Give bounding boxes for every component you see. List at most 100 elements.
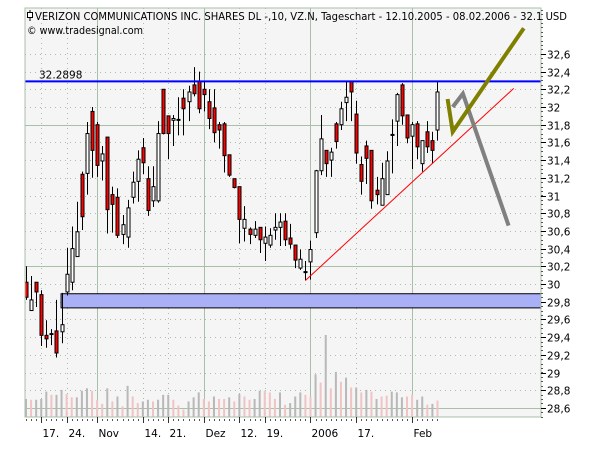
candle bbox=[54, 299, 59, 358]
y-tick-label: 31,6 bbox=[547, 138, 571, 150]
candle bbox=[405, 114, 410, 144]
volume-bar bbox=[70, 397, 73, 417]
volume-bar bbox=[101, 403, 104, 417]
candle-body bbox=[293, 244, 298, 261]
candle-body bbox=[273, 226, 278, 231]
volume-bar bbox=[131, 396, 134, 417]
y-tick-label: 32,6 bbox=[547, 50, 571, 62]
copyright-text: © www.tradesignal.com bbox=[27, 25, 143, 37]
candle-body bbox=[298, 258, 303, 269]
candle bbox=[85, 122, 90, 195]
candle-body bbox=[385, 160, 390, 196]
volume-bars bbox=[25, 335, 439, 417]
candle-body bbox=[141, 147, 146, 164]
y-tick-label: 32,4 bbox=[547, 68, 571, 80]
y-tick-label: 29,4 bbox=[547, 333, 571, 345]
volume-bar bbox=[146, 399, 149, 417]
candle-body bbox=[278, 221, 283, 228]
candle bbox=[176, 97, 181, 136]
volume-bar bbox=[243, 396, 246, 417]
candle bbox=[308, 240, 313, 280]
candle bbox=[344, 81, 349, 122]
volume-bar bbox=[395, 392, 398, 417]
x-tick-label: 17. bbox=[43, 428, 60, 440]
candle-body bbox=[263, 236, 268, 244]
candle-body bbox=[420, 140, 425, 165]
volume-bar bbox=[40, 398, 43, 417]
volume-bar bbox=[162, 394, 165, 417]
candle-body bbox=[339, 108, 344, 126]
candle bbox=[298, 249, 303, 270]
candle bbox=[141, 137, 146, 175]
candle bbox=[126, 199, 131, 248]
y-tick-label: 31,8 bbox=[547, 121, 570, 133]
x-tick-label: 17. bbox=[358, 428, 375, 440]
candle-body bbox=[248, 228, 253, 235]
y-tick-label: 30,8 bbox=[547, 209, 570, 221]
candle-body bbox=[207, 101, 212, 120]
candle bbox=[420, 140, 425, 172]
candle bbox=[146, 166, 151, 216]
candle bbox=[324, 149, 329, 177]
trend-line bbox=[305, 88, 515, 281]
candle-body bbox=[105, 136, 110, 211]
volume-bar bbox=[314, 374, 317, 417]
candle-body bbox=[380, 178, 385, 206]
volume-bar bbox=[375, 398, 378, 417]
candle-body bbox=[288, 237, 293, 245]
y-tick-label: 30,2 bbox=[547, 262, 570, 274]
candle-body bbox=[375, 189, 380, 196]
volume-bar bbox=[65, 394, 68, 417]
candle bbox=[151, 166, 156, 208]
plot-frame bbox=[24, 7, 542, 418]
candle bbox=[364, 140, 369, 184]
candle-body bbox=[268, 234, 273, 246]
y-tick-label: 29,2 bbox=[547, 351, 570, 363]
volume-bar bbox=[268, 392, 271, 417]
y-tick-label: 30 bbox=[547, 280, 560, 292]
candle bbox=[435, 81, 440, 141]
candle bbox=[268, 228, 273, 248]
volume-bar bbox=[167, 394, 170, 417]
volume-bar bbox=[152, 401, 154, 417]
volume-bar bbox=[289, 403, 292, 417]
candle-body bbox=[121, 224, 126, 235]
x-tick-label: 19. bbox=[267, 428, 284, 440]
candle bbox=[222, 122, 227, 173]
candle-body bbox=[329, 151, 334, 161]
volume-bar bbox=[385, 395, 388, 417]
candle bbox=[212, 89, 217, 143]
volume-bar bbox=[380, 396, 383, 417]
candle bbox=[242, 206, 247, 242]
candle-body bbox=[435, 91, 440, 131]
volume-bar bbox=[365, 389, 368, 417]
candle-body bbox=[151, 186, 156, 202]
volume-bar bbox=[177, 405, 180, 417]
candle bbox=[217, 122, 222, 149]
volume-bar bbox=[187, 401, 190, 417]
candle bbox=[339, 101, 344, 131]
y-tick-label: 32,2 bbox=[547, 85, 570, 97]
candle bbox=[105, 136, 110, 234]
candle bbox=[430, 131, 435, 164]
volume-bar bbox=[55, 394, 58, 417]
candle-body bbox=[110, 194, 115, 205]
bull-scenario-line bbox=[445, 27, 526, 138]
candle-body bbox=[60, 324, 65, 333]
candle bbox=[181, 89, 186, 136]
candle bbox=[278, 213, 283, 246]
y-tick-label: 32 bbox=[547, 103, 560, 115]
candle bbox=[110, 186, 115, 233]
volume-bar bbox=[121, 406, 124, 417]
volume-bar bbox=[141, 401, 144, 417]
volume-bar bbox=[238, 394, 241, 417]
candle-body bbox=[227, 154, 232, 176]
title-block: VERIZON COMMUNICATIONS INC. SHARES DL -,… bbox=[27, 10, 567, 37]
volume-bar bbox=[324, 335, 327, 417]
candle-body bbox=[405, 114, 410, 139]
candle-body bbox=[176, 118, 181, 121]
candle bbox=[258, 226, 263, 254]
candle bbox=[263, 226, 268, 261]
volume-bar bbox=[106, 388, 109, 417]
candlesticks bbox=[24, 67, 440, 358]
